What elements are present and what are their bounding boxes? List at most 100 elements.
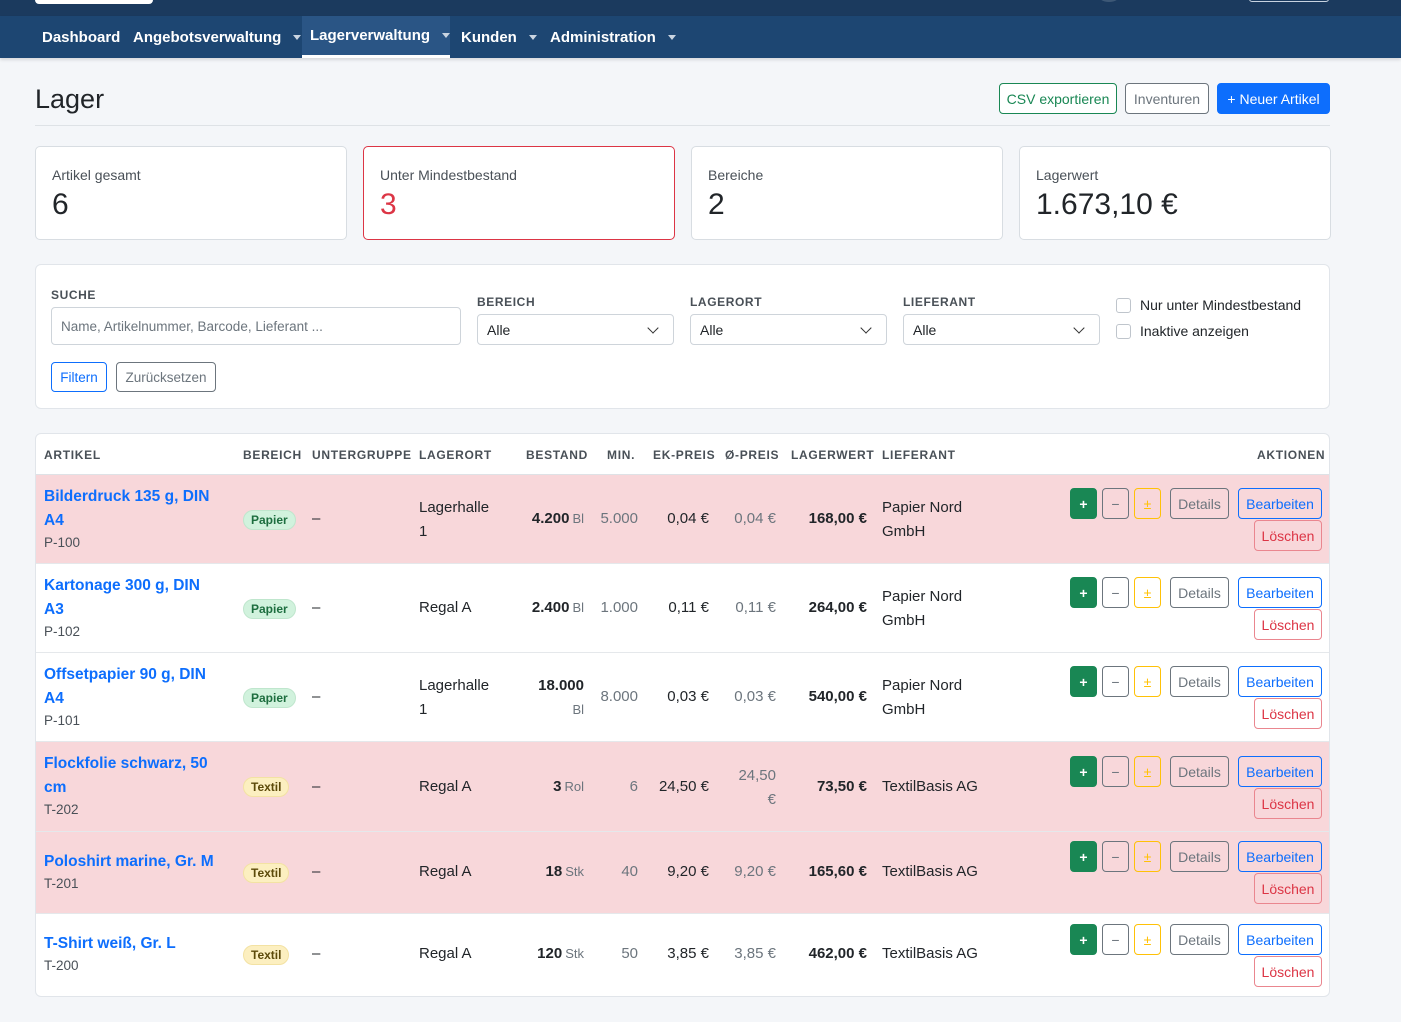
search-input[interactable]: Name, Artikelnummer, Barcode, Lieferant …	[51, 307, 461, 345]
details-button[interactable]: Details	[1170, 924, 1229, 955]
stat-card-areas: Bereiche 2	[691, 146, 1003, 240]
ek-value: 0,04 €	[667, 510, 709, 527]
new-article-button[interactable]: + Neuer Artikel	[1217, 83, 1330, 114]
csv-export-button[interactable]: CSV exportieren	[999, 83, 1117, 114]
delete-button[interactable]: Löschen	[1254, 788, 1322, 819]
adjust-stock-button[interactable]: ±	[1134, 756, 1161, 787]
edit-button[interactable]: Bearbeiten	[1238, 756, 1322, 787]
nav-angebotsverwaltung[interactable]: Angebotsverwaltung	[125, 16, 309, 58]
bereich-badge: Papier	[243, 510, 296, 530]
lieferant-select[interactable]: Alle	[903, 314, 1100, 345]
select-value: Alle	[700, 321, 724, 338]
delete-button[interactable]: Löschen	[1254, 698, 1322, 729]
lieferant-value: Papier Nord GmbH	[882, 499, 963, 540]
below-min-checkbox[interactable]: Nur unter Mindestbestand	[1116, 297, 1301, 313]
reset-button[interactable]: Zurücksetzen	[116, 362, 216, 392]
adjust-stock-button[interactable]: ±	[1134, 924, 1161, 955]
adjust-stock-button[interactable]: ±	[1134, 841, 1161, 872]
header-button[interactable]	[1249, 0, 1329, 2]
col-min: MIN.	[607, 448, 636, 462]
decrease-stock-button[interactable]: −	[1102, 488, 1129, 519]
increase-stock-button[interactable]: +	[1070, 756, 1097, 787]
article-name-link[interactable]: T-Shirt weiß, Gr. L	[44, 935, 176, 952]
delete-button[interactable]: Löschen	[1254, 956, 1322, 987]
details-button[interactable]: Details	[1170, 841, 1229, 872]
lagerort-value: Regal A	[419, 778, 472, 795]
article-name-link[interactable]: Kartonage 300 g, DIN A3	[44, 577, 200, 618]
col-artikel: ARTIKEL	[44, 448, 101, 462]
user-avatar[interactable]	[1098, 0, 1120, 2]
chevron-down-icon	[667, 34, 676, 40]
search-label: SUCHE	[51, 288, 97, 302]
increase-stock-button[interactable]: +	[1070, 488, 1097, 519]
lieferant-label: LIEFERANT	[903, 295, 976, 309]
lieferant-value: TextilBasis AG	[882, 945, 978, 962]
edit-button[interactable]: Bearbeiten	[1238, 666, 1322, 697]
article-sku: P-101	[44, 713, 81, 728]
details-button[interactable]: Details	[1170, 666, 1229, 697]
lagerort-value: Regal A	[419, 945, 472, 962]
min-value: 5.000	[600, 510, 638, 527]
nav-label: Angebotsverwaltung	[133, 28, 282, 46]
checkbox-box[interactable]	[1116, 323, 1131, 339]
inventories-button[interactable]: Inventuren	[1125, 83, 1209, 114]
table-row: Flockfolie schwarz, 50 cm T-202 Textil – …	[36, 742, 1329, 832]
nav-dashboard[interactable]: Dashboard	[34, 16, 128, 58]
bereich-label: BEREICH	[477, 295, 536, 309]
stat-value: 3	[380, 188, 397, 221]
checkbox-box[interactable]	[1116, 297, 1131, 313]
untergruppe-value: –	[312, 510, 321, 527]
delete-button[interactable]: Löschen	[1254, 520, 1322, 551]
stat-value: 1.673,10 €	[1036, 188, 1178, 221]
article-name-link[interactable]: Bilderdruck 135 g, DIN A4	[44, 488, 210, 529]
increase-stock-button[interactable]: +	[1070, 924, 1097, 955]
chevron-down-icon	[647, 322, 659, 334]
bereich-select[interactable]: Alle	[477, 314, 674, 345]
nav-label: Lagerverwaltung	[310, 27, 431, 44]
inactive-checkbox[interactable]: Inaktive anzeigen	[1116, 323, 1249, 339]
untergruppe-value: –	[312, 945, 321, 962]
increase-stock-button[interactable]: +	[1070, 577, 1097, 608]
details-button[interactable]: Details	[1170, 488, 1229, 519]
edit-button[interactable]: Bearbeiten	[1238, 841, 1322, 872]
decrease-stock-button[interactable]: −	[1102, 841, 1129, 872]
nav-administration[interactable]: Administration	[542, 16, 684, 58]
details-button[interactable]: Details	[1170, 577, 1229, 608]
increase-stock-button[interactable]: +	[1070, 841, 1097, 872]
nav-label: Administration	[550, 28, 656, 46]
nav-kunden[interactable]: Kunden	[453, 16, 545, 58]
lieferant-value: TextilBasis AG	[882, 778, 978, 795]
col-aktionen: AKTIONEN	[1257, 448, 1326, 462]
increase-stock-button[interactable]: +	[1070, 666, 1097, 697]
ek-value: 24,50 €	[658, 778, 709, 795]
adjust-stock-button[interactable]: ±	[1134, 488, 1161, 519]
delete-button[interactable]: Löschen	[1254, 873, 1322, 904]
select-value: Alle	[913, 321, 937, 338]
decrease-stock-button[interactable]: −	[1102, 756, 1129, 787]
article-name-link[interactable]: Flockfolie schwarz, 50 cm	[44, 755, 208, 796]
delete-button[interactable]: Löschen	[1254, 609, 1322, 640]
edit-button[interactable]: Bearbeiten	[1238, 577, 1322, 608]
stat-label: Lagerwert	[1036, 167, 1099, 183]
decrease-stock-button[interactable]: −	[1102, 924, 1129, 955]
divider	[35, 125, 1330, 126]
bestand-value: 2.400 Bl	[531, 599, 584, 616]
edit-button[interactable]: Bearbeiten	[1238, 488, 1322, 519]
main-navbar: Dashboard Angebotsverwaltung Lagerverwal…	[0, 16, 1401, 58]
decrease-stock-button[interactable]: −	[1102, 666, 1129, 697]
brand-logo[interactable]	[35, 0, 153, 4]
lagerort-select[interactable]: Alle	[690, 314, 887, 345]
min-value: 6	[629, 778, 638, 795]
col-lagerwert: LAGERWERT	[791, 448, 875, 462]
edit-button[interactable]: Bearbeiten	[1238, 924, 1322, 955]
details-button[interactable]: Details	[1170, 756, 1229, 787]
adjust-stock-button[interactable]: ±	[1134, 577, 1161, 608]
nav-lagerverwaltung[interactable]: Lagerverwaltung	[302, 16, 451, 58]
article-name-link[interactable]: Poloshirt marine, Gr. M	[44, 853, 214, 870]
filter-button[interactable]: Filtern	[51, 362, 107, 392]
article-name-link[interactable]: Offsetpapier 90 g, DIN A4	[44, 666, 206, 707]
checkbox-label: Nur unter Mindestbestand	[1140, 297, 1302, 313]
adjust-stock-button[interactable]: ±	[1134, 666, 1161, 697]
stat-label: Unter Mindestbestand	[380, 167, 517, 183]
decrease-stock-button[interactable]: −	[1102, 577, 1129, 608]
